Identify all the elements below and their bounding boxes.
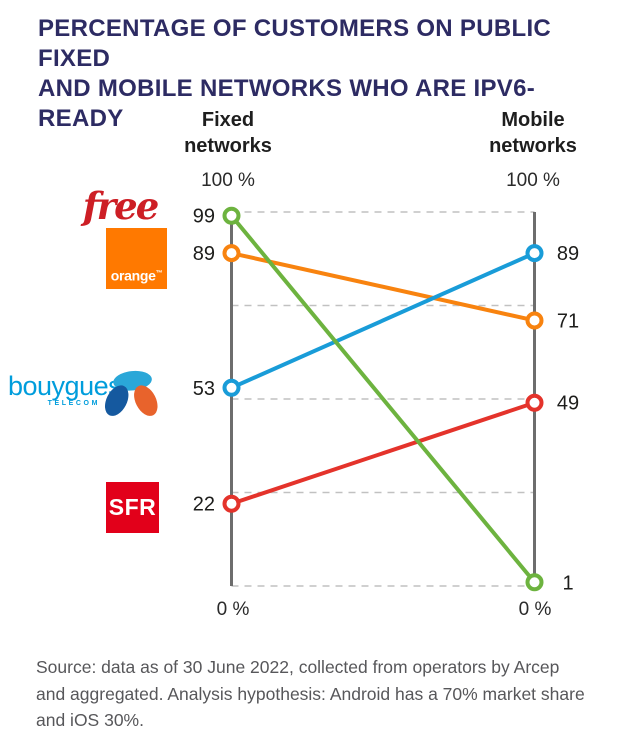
value-label-orange-mobile: 71: [557, 310, 579, 332]
series-line-orange: [231, 251, 535, 323]
source-note: Source: data as of 30 June 2022, collect…: [36, 657, 585, 730]
fixed-axis-min-label: 0 %: [216, 599, 250, 620]
value-label-sfr-fixed: 22: [193, 494, 215, 516]
value-label-orange-fixed: 89: [193, 243, 215, 265]
orange-logo-text: orange™: [110, 268, 163, 284]
mobile-axis-title: Mobile networks: [489, 109, 577, 157]
bouygues-logo-subtext: TELECOM: [47, 400, 100, 407]
point-sfr-fixed: [222, 494, 241, 513]
value-label-free-mobile: 1: [562, 572, 573, 594]
value-label-free-fixed: 99: [193, 206, 215, 228]
point-free-fixed: [222, 206, 241, 225]
page-title-line2: AND MOBILE NETWORKS WHO ARE IPV6-READY: [38, 75, 536, 132]
sfr-logo: SFR: [106, 482, 159, 533]
orange-logo: orange™: [106, 228, 167, 289]
free-logo: free: [70, 186, 170, 230]
point-orange-fixed: [222, 244, 241, 263]
orange-trademark: ™: [155, 270, 163, 278]
value-label-bouygues-fixed: 53: [193, 378, 215, 400]
point-sfr-mobile: [525, 393, 544, 412]
page-title: PERCENTAGE OF CUSTOMERS ON PUBLIC FIXED …: [38, 14, 613, 134]
mobile-axis-max-label: 100 %: [506, 170, 560, 191]
point-free-mobile: [525, 573, 544, 592]
free-logo-text: free: [82, 184, 159, 228]
fixed-axis-title: Fixed networks: [184, 109, 272, 157]
series-line-free: [229, 214, 537, 584]
series-line-bouygues: [230, 251, 536, 390]
value-label-sfr-mobile: 49: [557, 393, 579, 415]
sfr-logo-text: SFR: [108, 494, 157, 520]
point-bouygues-fixed: [222, 378, 241, 397]
bouygues-logo-text: bouygues: [8, 371, 122, 401]
bouygues-logo: bouygues TELECOM: [6, 360, 170, 422]
point-orange-mobile: [525, 311, 544, 330]
mobile-axis-min-label: 0 %: [518, 599, 552, 620]
fixed-axis-max-label: 100 %: [201, 170, 255, 191]
bouygues-trefoil-icon: [104, 370, 158, 416]
value-label-bouygues-mobile: 89: [557, 243, 579, 265]
point-bouygues-mobile: [525, 244, 544, 263]
series-line-sfr: [230, 400, 536, 506]
page-title-line1: PERCENTAGE OF CUSTOMERS ON PUBLIC FIXED: [38, 15, 552, 72]
